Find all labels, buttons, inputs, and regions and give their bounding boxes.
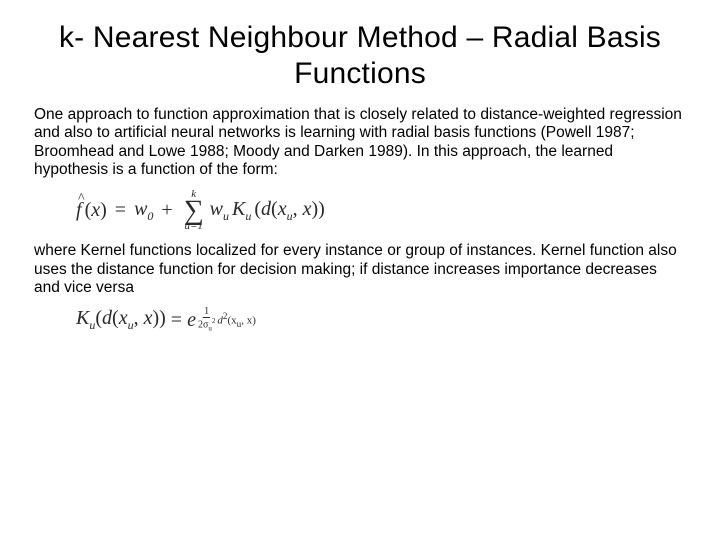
kernel-term: Ku [232, 198, 251, 224]
slide-title: k- Nearest Neighbour Method – Radial Bas… [34, 20, 686, 92]
slide: k- Nearest Neighbour Method – Radial Bas… [0, 0, 720, 540]
paragraph-2: where Kernel functions localized for eve… [34, 242, 686, 297]
kernel-lhs-args: (d(xu, x)) [95, 307, 165, 333]
f-hat-symbol: ^f [76, 199, 82, 222]
kernel-args: (d(xu, x)) [254, 198, 324, 224]
wu-term: wu [210, 198, 229, 224]
exponent-rest: d2(xu, x) [217, 311, 256, 329]
paragraph-1: One approach to function approximation t… [34, 106, 686, 179]
kernel-lhs: Ku [76, 307, 95, 333]
equals-2: = [166, 309, 187, 332]
w0-term: w0 [134, 198, 153, 224]
formula-1: ^f (x) = w0 + k ∑ u=1 wu Ku (d(xu, x)) [76, 189, 686, 232]
formula-2: Ku (d(xu, x)) = e 1 2σu2 d2(xu, x) [76, 307, 686, 333]
e-base: e [187, 309, 196, 332]
plus: + [156, 199, 177, 222]
equals: = [110, 199, 131, 222]
f-arg: (x) [85, 199, 107, 222]
exponent-fraction: 1 2σu2 [197, 307, 216, 332]
summation: k ∑ u=1 [184, 189, 204, 232]
